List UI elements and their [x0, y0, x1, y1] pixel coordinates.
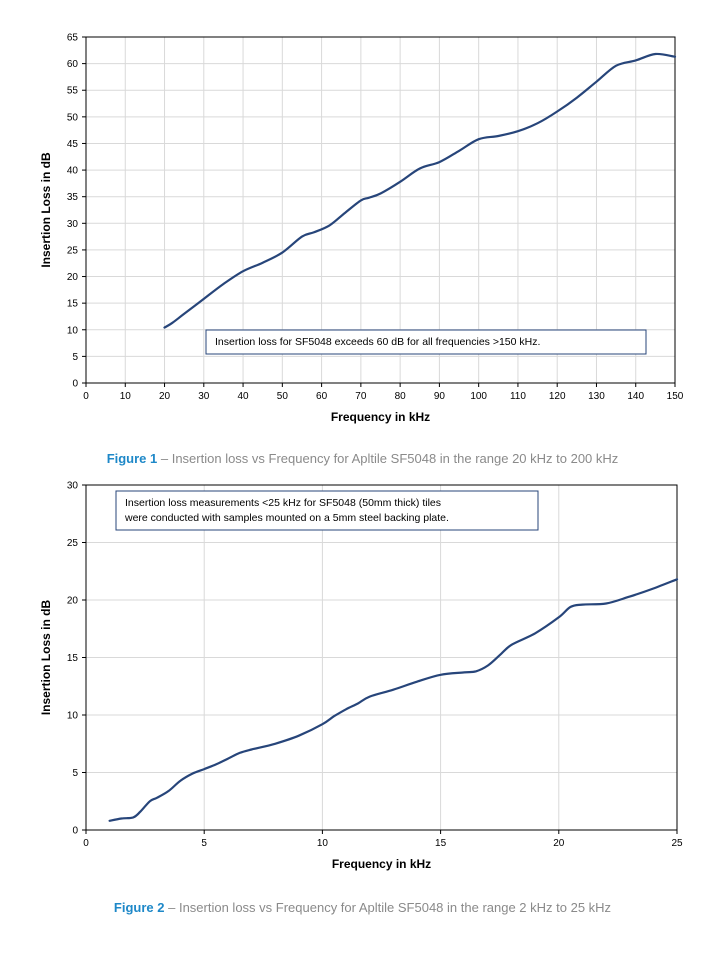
- x-tick-label: 120: [549, 391, 566, 402]
- y-tick-label: 50: [67, 112, 79, 123]
- x-tick-label: 0: [83, 838, 89, 849]
- y-tick-label: 45: [67, 139, 79, 150]
- y-axis-title: Insertion Loss in dB: [39, 152, 53, 268]
- figure-1-label: Figure 1: [106, 451, 158, 466]
- y-tick-label: 15: [67, 299, 79, 310]
- y-tick-label: 20: [67, 596, 79, 607]
- y-tick-label: 55: [67, 86, 79, 97]
- x-tick-label: 0: [83, 391, 89, 402]
- y-tick-label: 30: [67, 219, 79, 230]
- annotation-box: [205, 329, 647, 355]
- y-tick-label: 30: [67, 481, 79, 492]
- y-tick-label: 0: [72, 379, 78, 390]
- y-tick-label: 15: [67, 653, 79, 664]
- x-tick-label: 100: [470, 391, 487, 402]
- chart-figure-2: 0 5 10 15 20 25 0 5 10 15 20 25 30 Frequency in kHz In…: [0, 470, 725, 890]
- x-tick-label: 50: [277, 391, 289, 402]
- x-tick-label: 5: [201, 838, 207, 849]
- figure-1-caption-text: – Insertion loss vs Frequency for Apltil…: [157, 451, 619, 466]
- annotation-text: Insertion loss measurements <25 kHz for …: [125, 497, 441, 509]
- y-tick-label: 25: [67, 538, 79, 549]
- chart-figure-1: 0 10 20 30 40 50 60 70 80 90 100 110 120 130 140 150 0 5 1…: [0, 0, 725, 440]
- y-tick-label: 25: [67, 245, 79, 256]
- x-tick-label: 25: [671, 838, 683, 849]
- y-tick-label: 65: [67, 33, 79, 44]
- x-tick-label: 70: [355, 391, 367, 402]
- figure-1-caption: Figure 1 – Insertion loss vs Frequency f…: [0, 451, 725, 466]
- x-tick-label: 10: [317, 838, 329, 849]
- y-tick-label: 35: [67, 192, 79, 203]
- series-line: [163, 52, 677, 329]
- x-axis-title: Frequency in kHz: [332, 857, 431, 871]
- x-tick-label: 20: [159, 391, 171, 402]
- x-tick-label: 80: [395, 391, 407, 402]
- y-tick-label: 10: [67, 325, 79, 336]
- x-tick-label: 30: [198, 391, 210, 402]
- annotation-box: [115, 490, 539, 531]
- y-tick-label: 20: [67, 272, 79, 283]
- figure-2-caption-text: – Insertion loss vs Frequency for Apltil…: [164, 900, 612, 915]
- x-tick-label: 150: [667, 391, 684, 402]
- x-tick-label: 60: [316, 391, 328, 402]
- x-tick-label: 40: [238, 391, 250, 402]
- x-tick-label: 130: [588, 391, 605, 402]
- x-tick-label: 110: [510, 391, 526, 402]
- y-tick-label: 40: [67, 166, 79, 177]
- y-tick-label: 10: [67, 711, 79, 722]
- plot-frame: [85, 36, 676, 384]
- x-tick-label: 15: [435, 838, 447, 849]
- chart-1-svg: 0 10 20 30 40 50 60 70 80 90 100 110 120 130 140 150 0 5 1…: [39, 33, 684, 425]
- x-tick-label: 10: [120, 391, 132, 402]
- y-tick-label: 60: [67, 59, 79, 70]
- figure-2-label: Figure 2: [113, 900, 165, 915]
- annotation-text: Insertion loss for SF5048 exceeds 60 dB …: [215, 336, 540, 348]
- annotation-text: were conducted with samples mounted on a…: [124, 512, 449, 524]
- x-tick-label: 90: [434, 391, 446, 402]
- x-tick-label: 20: [553, 838, 565, 849]
- series-line: [108, 578, 679, 822]
- figure-2-caption: Figure 2 – Insertion loss vs Frequency f…: [0, 900, 725, 915]
- chart-2-svg: 0 5 10 15 20 25 0 5 10 15 20 25 30 Frequency in kHz In…: [39, 481, 683, 872]
- x-tick-label: 140: [627, 391, 644, 402]
- y-tick-label: 5: [72, 768, 78, 779]
- y-tick-label: 5: [72, 352, 78, 363]
- y-axis-title: Insertion Loss in dB: [39, 599, 53, 715]
- x-axis-title: Frequency in kHz: [331, 410, 430, 424]
- y-tick-label: 0: [72, 826, 78, 837]
